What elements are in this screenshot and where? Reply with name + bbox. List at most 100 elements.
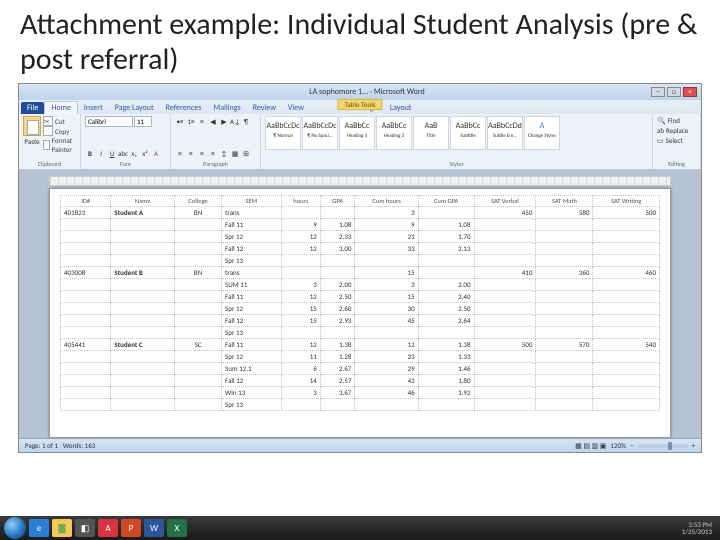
table-row: Fall 12123.00332.13 <box>61 243 660 255</box>
brush-icon <box>43 140 50 150</box>
taskbar-ie[interactable]: e <box>29 519 49 537</box>
table-row: Fall 1191.0891.08 <box>61 219 660 231</box>
zoom-out-button[interactable]: − <box>630 441 634 450</box>
taskbar-word[interactable]: W <box>144 519 164 537</box>
tab-review[interactable]: Review <box>247 102 282 114</box>
bold-button[interactable]: B <box>85 149 95 159</box>
start-button[interactable] <box>4 517 26 539</box>
word-count[interactable]: Words: 163 <box>63 441 95 450</box>
multilevel-button[interactable]: ≡ <box>197 117 207 127</box>
tab-file[interactable]: File <box>21 102 44 114</box>
subscript-button[interactable]: x₂ <box>129 149 139 159</box>
font-buttons: B I U abc x₂ x² A <box>85 149 166 159</box>
table-row: Sum 12.162.67291.46 <box>61 363 660 375</box>
tab-layout[interactable]: Layout <box>384 102 418 114</box>
table-row: Spr 13 <box>61 255 660 267</box>
style-0[interactable]: AaBbCcDc¶ Normal <box>265 116 301 150</box>
paste-button[interactable]: Paste <box>23 116 41 154</box>
zoom-level[interactable]: 120% <box>610 441 626 450</box>
table-tools-context: Table Tools <box>337 99 382 110</box>
taskbar-explorer[interactable]: ▇ <box>52 519 72 537</box>
bullets-button[interactable]: •≡ <box>175 117 185 127</box>
style-2[interactable]: AaBbCcHeading 1 <box>339 116 375 150</box>
font-name-select[interactable]: Calibri <box>85 116 133 127</box>
indent-dec-button[interactable]: ◀ <box>208 117 218 127</box>
tab-view[interactable]: View <box>282 102 310 114</box>
tab-references[interactable]: References <box>160 102 208 114</box>
table-header: SAT Math <box>536 196 593 207</box>
borders-button[interactable]: ⊞ <box>241 149 251 159</box>
table-row: Fall 12152.93452.64 <box>61 315 660 327</box>
tab-mailings[interactable]: Mailings <box>207 102 246 114</box>
taskbar-app1[interactable]: ◧ <box>75 519 95 537</box>
table-row: Spr 12111.28231.33 <box>61 351 660 363</box>
document-title: LA sophomore 1... · Microsoft Word <box>83 87 651 97</box>
table-row: 403008Student BBNtrans15410360460 <box>61 267 660 279</box>
cut-button[interactable]: ✂Cut <box>43 116 76 126</box>
style-4[interactable]: AaBTitle <box>413 116 449 150</box>
taskbar: e ▇ ◧ A P W X 3:53 PM 1/25/2013 <box>0 516 720 540</box>
ribbon: Paste ✂Cut Copy Format Painter Clipboard… <box>19 114 701 170</box>
minimize-button[interactable]: – <box>651 87 665 97</box>
style-5[interactable]: AaBbCcSubtitle <box>450 116 486 150</box>
table-header: ID# <box>61 196 111 207</box>
group-font: Calibri 11 B I U abc x₂ x² A Font <box>81 114 171 169</box>
find-icon: 🔍 <box>657 116 666 125</box>
taskbar-excel[interactable]: X <box>167 519 187 537</box>
group-editing: 🔍Find abReplace ▭Select Editing <box>653 114 701 169</box>
tab-home[interactable]: Home <box>44 101 78 114</box>
view-buttons[interactable]: ▦ ▤ ▥ ▣ <box>575 441 606 450</box>
style-3[interactable]: AaBbCcHeading 2 <box>376 116 412 150</box>
indent-inc-button[interactable]: ▶ <box>219 117 229 127</box>
statusbar: Page: 1 of 1 Words: 163 ▦ ▤ ▥ ▣ 120% − + <box>19 438 701 452</box>
align-left-button[interactable]: ≡ <box>175 149 185 159</box>
superscript-button[interactable]: x² <box>140 149 150 159</box>
font-size-select[interactable]: 11 <box>134 116 152 127</box>
shading-button[interactable]: ▦ <box>230 149 240 159</box>
word-window: LA sophomore 1... · Microsoft Word – □ ×… <box>18 83 702 453</box>
table-header: SAT Writing <box>593 196 660 207</box>
strike-button[interactable]: abc <box>118 149 128 159</box>
style-1[interactable]: AaBbCcDc¶ No Spaci... <box>302 116 338 150</box>
zoom-slider[interactable] <box>638 444 688 448</box>
table-row: SUM 1132.0032.00 <box>61 279 660 291</box>
group-clipboard: Paste ✂Cut Copy Format Painter Clipboard <box>19 114 81 169</box>
pilcrow-button[interactable]: ¶ <box>241 117 251 127</box>
change-styles-button[interactable]: AChange Styles <box>524 116 560 150</box>
close-button[interactable]: × <box>683 87 697 97</box>
table-header: SEM <box>222 196 282 207</box>
zoom-in-button[interactable]: + <box>692 441 696 450</box>
page-indicator[interactable]: Page: 1 of 1 <box>25 441 58 450</box>
horizontal-ruler[interactable] <box>49 176 671 186</box>
replace-button[interactable]: abReplace <box>657 126 696 135</box>
student-table: ID#NameCollegeSEMhoursGPACum hoursCum GP… <box>60 195 660 411</box>
scissors-icon: ✂ <box>43 116 53 126</box>
italic-button[interactable]: I <box>96 149 106 159</box>
sort-button[interactable]: A↓ <box>230 117 240 127</box>
maximize-button[interactable]: □ <box>667 87 681 97</box>
numbering-button[interactable]: 1≡ <box>186 117 196 127</box>
select-icon: ▭ <box>657 136 664 145</box>
taskbar-pdf[interactable]: A <box>98 519 118 537</box>
copy-button[interactable]: Copy <box>43 126 76 136</box>
style-6[interactable]: AaBbCcDdSubtle Em... <box>487 116 523 150</box>
table-row: Spr 12122.33211.70 <box>61 231 660 243</box>
font-color-button[interactable]: A <box>151 149 161 159</box>
tab-page-layout[interactable]: Page Layout <box>109 102 160 114</box>
line-spacing-button[interactable]: ↕ <box>219 149 229 159</box>
align-center-button[interactable]: ≡ <box>186 149 196 159</box>
system-tray[interactable]: 3:53 PM 1/25/2013 <box>682 521 716 535</box>
select-button[interactable]: ▭Select <box>657 136 696 145</box>
find-button[interactable]: 🔍Find <box>657 116 696 125</box>
taskbar-powerpoint[interactable]: P <box>121 519 141 537</box>
align-right-button[interactable]: ≡ <box>197 149 207 159</box>
justify-button[interactable]: ≡ <box>208 149 218 159</box>
format-painter-button[interactable]: Format Painter <box>43 136 76 154</box>
table-row: Spr 13 <box>61 327 660 339</box>
replace-icon: ab <box>657 126 664 135</box>
tab-insert[interactable]: Insert <box>78 102 109 114</box>
document-area: ID#NameCollegeSEMhoursGPACum hoursCum GP… <box>19 170 701 438</box>
table-row: Fall 12142.57431.80 <box>61 375 660 387</box>
paste-icon <box>23 116 41 136</box>
underline-button[interactable]: U <box>107 149 117 159</box>
